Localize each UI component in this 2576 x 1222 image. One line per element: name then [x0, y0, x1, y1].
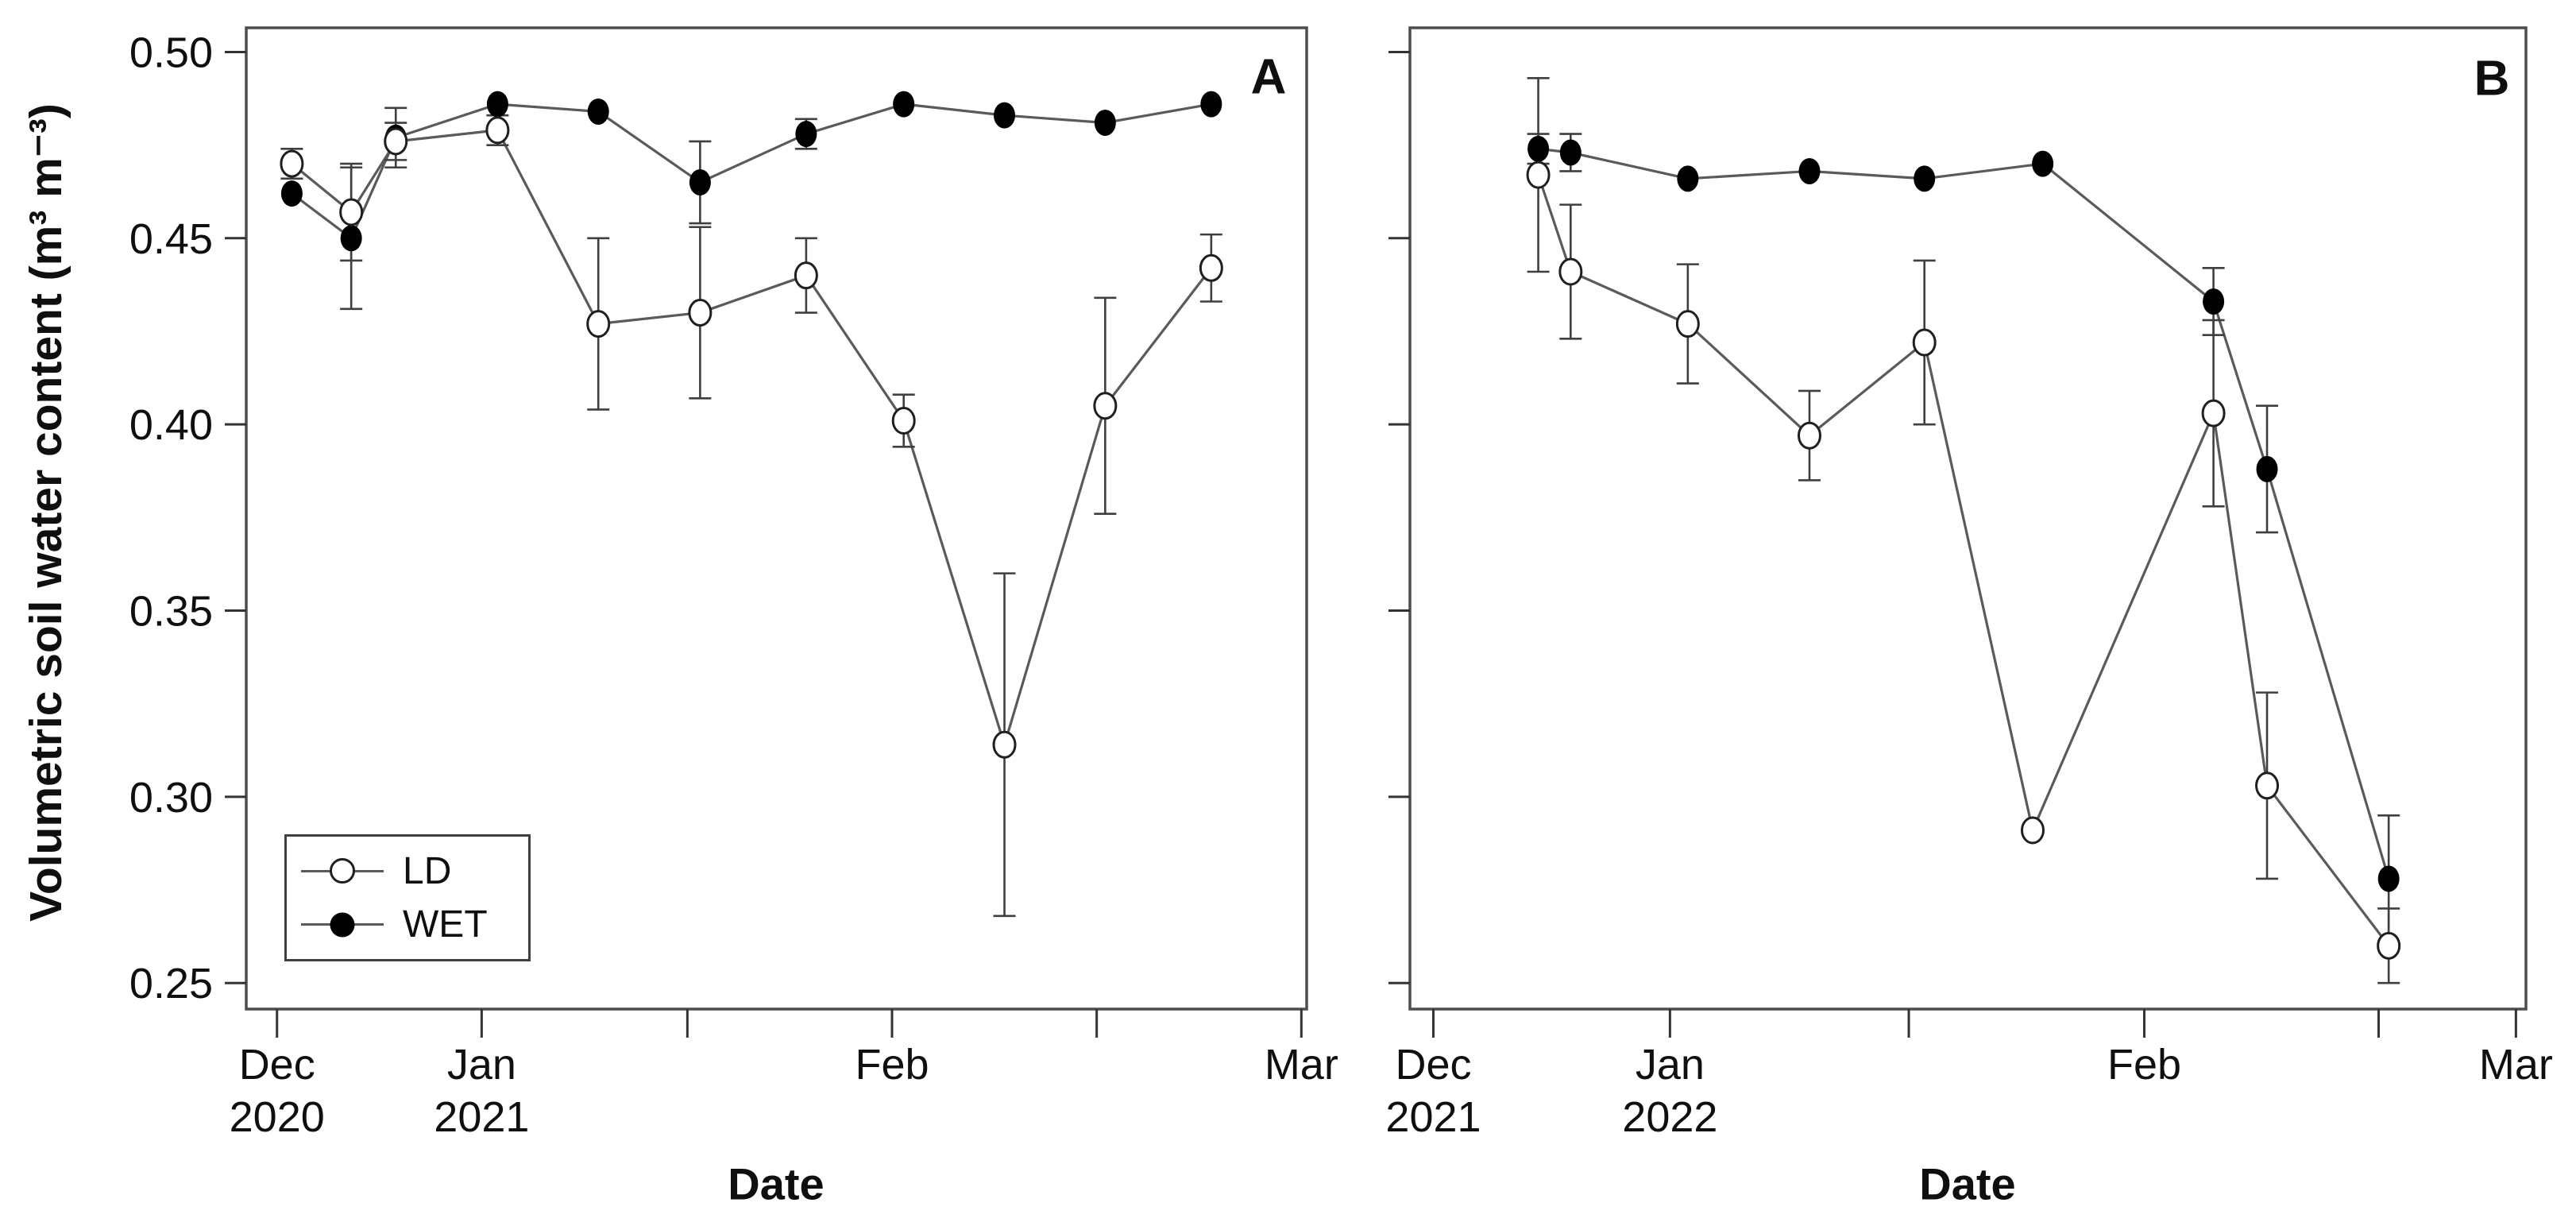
panel-b-letter: B: [2474, 51, 2510, 106]
svg-text:2021: 2021: [434, 1093, 529, 1141]
legend-label-ld: LD: [403, 849, 452, 892]
data-point-ld: [1526, 160, 1551, 189]
legend-label-wet: WET: [403, 903, 488, 946]
data-point-ld: [586, 310, 611, 338]
data-point-wet: [2203, 288, 2225, 315]
data-point-ld: [1558, 257, 1583, 286]
legend-item-ld: LD: [301, 849, 528, 892]
data-point-wet: [1094, 110, 1116, 137]
data-point-wet: [994, 102, 1016, 129]
data-point-ld: [2020, 816, 2045, 845]
data-point-wet: [1798, 157, 1821, 184]
data-point-wet: [1677, 165, 1699, 192]
data-point-ld: [1675, 310, 1700, 338]
data-point-ld: [280, 149, 304, 178]
data-point-wet: [2256, 455, 2278, 482]
data-point-ld: [1199, 253, 1223, 282]
data-point-wet: [587, 98, 609, 125]
series-line-wet: [291, 102, 1212, 241]
svg-text:0.25: 0.25: [129, 960, 213, 1007]
data-point-ld: [1797, 421, 1821, 450]
svg-text:Dec: Dec: [239, 1041, 315, 1089]
data-point-ld: [2377, 931, 2401, 960]
data-point-wet: [340, 225, 362, 252]
data-point-wet: [2377, 865, 2400, 892]
data-point-ld: [1912, 328, 1937, 357]
svg-text:0.45: 0.45: [129, 215, 213, 263]
data-point-wet: [280, 180, 303, 207]
svg-text:0.40: 0.40: [129, 401, 213, 449]
svg-text:2021: 2021: [1385, 1093, 1481, 1141]
data-point-ld: [1093, 392, 1118, 420]
data-point-ld: [688, 299, 713, 327]
data-point-wet: [2032, 150, 2054, 177]
x-axis-title-panel-b: Date: [1919, 1158, 2016, 1209]
svg-text:0.35: 0.35: [129, 588, 213, 636]
data-point-wet: [893, 91, 915, 118]
data-point-ld: [891, 406, 916, 435]
data-point-wet: [1200, 91, 1222, 118]
data-point-ld: [2201, 399, 2226, 427]
svg-text:Mar: Mar: [1265, 1041, 1338, 1089]
svg-text:Feb: Feb: [2107, 1041, 2181, 1089]
data-point-wet: [689, 169, 711, 196]
svg-text:2022: 2022: [1622, 1093, 1717, 1141]
data-point-ld: [794, 261, 818, 290]
data-point-wet: [1527, 135, 1550, 162]
data-point-wet: [795, 121, 817, 148]
svg-text:Mar: Mar: [2479, 1041, 2553, 1089]
data-point-ld: [485, 116, 510, 145]
wet-filled-circle-icon: [301, 911, 384, 938]
svg-text:2020: 2020: [230, 1093, 325, 1141]
svg-text:0.50: 0.50: [129, 29, 213, 76]
series-line-ld: [291, 129, 1213, 749]
panel-a-letter: A: [1250, 49, 1287, 105]
x-axis-title-panel-a: Date: [728, 1158, 825, 1209]
svg-text:Jan: Jan: [1636, 1041, 1705, 1089]
data-point-wet: [486, 91, 508, 118]
ld-open-circle-icon: [301, 857, 384, 884]
data-point-ld: [339, 198, 364, 226]
svg-text:Feb: Feb: [855, 1041, 929, 1089]
data-point-ld: [384, 127, 408, 156]
svg-text:Jan: Jan: [447, 1041, 516, 1089]
svg-text:Dec: Dec: [1395, 1041, 1471, 1089]
svg-text:0.30: 0.30: [129, 774, 213, 822]
data-point-wet: [1914, 165, 1936, 192]
data-point-ld: [992, 730, 1017, 759]
y-axis-title: Volumetric soil water content (m³ m⁻³): [21, 103, 71, 922]
data-point-ld: [2255, 771, 2280, 800]
data-point-wet: [1559, 139, 1582, 166]
series-line-ld: [1537, 174, 2390, 947]
legend-item-wet: WET: [301, 903, 528, 946]
legend: LD WET: [284, 834, 531, 961]
